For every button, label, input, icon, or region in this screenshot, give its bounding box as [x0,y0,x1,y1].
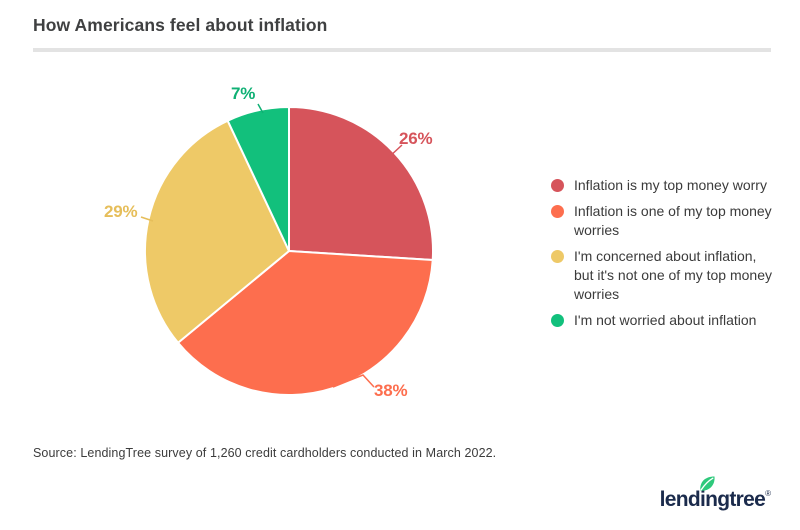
lendingtree-logo: lendingtree® [659,476,771,518]
pie-label-leader-icon [257,103,264,114]
pie-label-leader-icon [387,144,403,159]
pie-chart-svg [140,103,435,396]
legend-item: Inflation is one of my top money worries [551,202,772,240]
title-divider [33,48,771,52]
legend-label: Inflation is my top money worry [574,177,767,193]
logo-wordmark: lendingtree [659,488,766,511]
legend-item: Inflation is my top money worry [551,176,772,195]
pie-slice-7 [226,106,290,252]
pie-percent-label-29: 29% [104,202,138,221]
legend-label: Inflation is one of my top money worries [574,203,772,238]
legend-item: I'm not worried about inflation [551,311,772,330]
pie-percent-label-38: 38% [374,381,408,400]
pie-chart: 26% 38% 29% 7% [80,75,470,420]
pie-slice-38 [177,250,434,396]
source-attribution: Source: LendingTree survey of 1,260 cred… [33,446,497,460]
chart-legend: Inflation is my top money worry Inflatio… [551,176,772,330]
legend-swatch-yellow-icon [551,250,564,263]
legend-swatch-orange-icon [551,205,564,218]
legend-swatch-green-icon [551,314,564,327]
legend-swatch-red-icon [551,179,564,192]
pie-label-leader-icon [140,216,154,222]
legend-label: I'm not worried about inflation [574,312,757,328]
legend-item: I'm concerned about inflation, but it's … [551,247,772,304]
legend-label: I'm concerned about inflation, but it's … [574,248,773,302]
pie-percent-label-26: 26% [399,129,433,148]
leaf-icon [699,476,715,491]
pie-label-leader-icon [332,374,375,388]
pie-percent-label-7: 7% [231,84,256,103]
registered-mark: ® [765,489,771,498]
page-title: How Americans feel about inflation [33,15,328,35]
